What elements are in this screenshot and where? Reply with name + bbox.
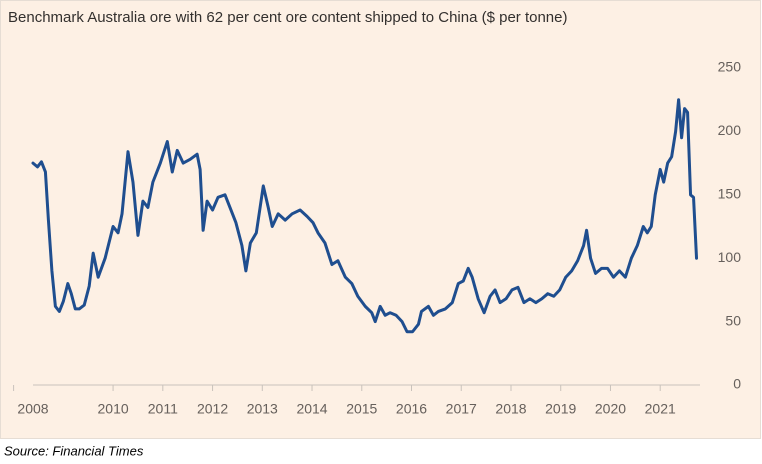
source-note: Source: Financial Times	[4, 443, 144, 458]
x-tick-label: 2010	[98, 401, 129, 417]
y-tick-label: 50	[725, 312, 741, 328]
price-line	[31, 98, 699, 334]
x-tick-label: 2013	[247, 401, 278, 417]
x-tick-label: 2016	[396, 401, 427, 417]
x-tick-label: 2015	[346, 401, 377, 417]
chart-title: Benchmark Australia ore with 62 per cent…	[8, 9, 568, 26]
x-tick-label: 2017	[446, 401, 477, 417]
x-tick-label: 2008	[17, 401, 48, 417]
x-tick-label: 2012	[197, 401, 228, 417]
y-tick-label: 200	[718, 122, 742, 138]
y-tick-label: 100	[718, 249, 742, 265]
x-tick-label: 2019	[545, 401, 576, 417]
x-tick-label: 2014	[296, 401, 327, 417]
y-tick-label: 150	[718, 186, 742, 202]
chart-background	[0, 0, 761, 439]
x-tick-label: 2011	[148, 401, 178, 417]
y-tick-label: 250	[718, 59, 742, 75]
x-tick-label: 2020	[595, 401, 626, 417]
x-tick-label: 2021	[645, 401, 676, 417]
x-tick-label: 2018	[495, 401, 526, 417]
y-tick-label: 0	[733, 376, 741, 392]
